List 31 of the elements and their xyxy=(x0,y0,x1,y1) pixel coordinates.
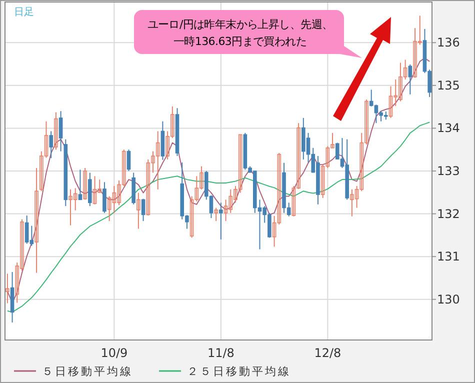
candlestick xyxy=(102,182,106,214)
candlestick xyxy=(54,112,58,150)
legend-label: ５日移動平均線 xyxy=(42,365,133,378)
candlestick xyxy=(136,192,140,230)
candlestick xyxy=(88,172,92,207)
y-tick-label: 134 xyxy=(437,121,460,136)
y-tick-label: 132 xyxy=(437,206,460,221)
annotation: ユーロ/円は昨年末から上昇し、先週、 xyxy=(147,18,333,31)
candlestick xyxy=(126,149,131,172)
candlestick xyxy=(83,168,87,200)
annotation: 日足 xyxy=(14,7,34,18)
y-tick-label: 133 xyxy=(437,164,460,178)
annotation: 一時136.63円まで買われた xyxy=(174,35,306,48)
y-tick-label: 135 xyxy=(437,78,460,92)
candlestick xyxy=(214,207,218,222)
legend-label: ２５日移動平均線 xyxy=(187,365,291,378)
y-tick-label: 130 xyxy=(437,292,460,306)
y-tick-label: 136 xyxy=(437,36,460,50)
x-tick-label: 12/8 xyxy=(314,346,342,360)
y-tick-label: 131 xyxy=(437,250,460,264)
candlestick xyxy=(78,169,82,200)
candlestick xyxy=(34,168,38,274)
candlestick xyxy=(49,130,53,159)
candlestick xyxy=(408,64,412,95)
candlestick xyxy=(219,202,223,240)
x-tick-label: 11/8 xyxy=(207,346,234,360)
candlestick xyxy=(6,273,10,304)
callout: ユーロ/円は昨年末から上昇し、先週、 一時136.63円まで買われた xyxy=(134,10,362,58)
candlestick xyxy=(141,198,146,222)
x-tick-label: 10/9 xyxy=(100,346,128,360)
candlestick xyxy=(58,110,63,152)
